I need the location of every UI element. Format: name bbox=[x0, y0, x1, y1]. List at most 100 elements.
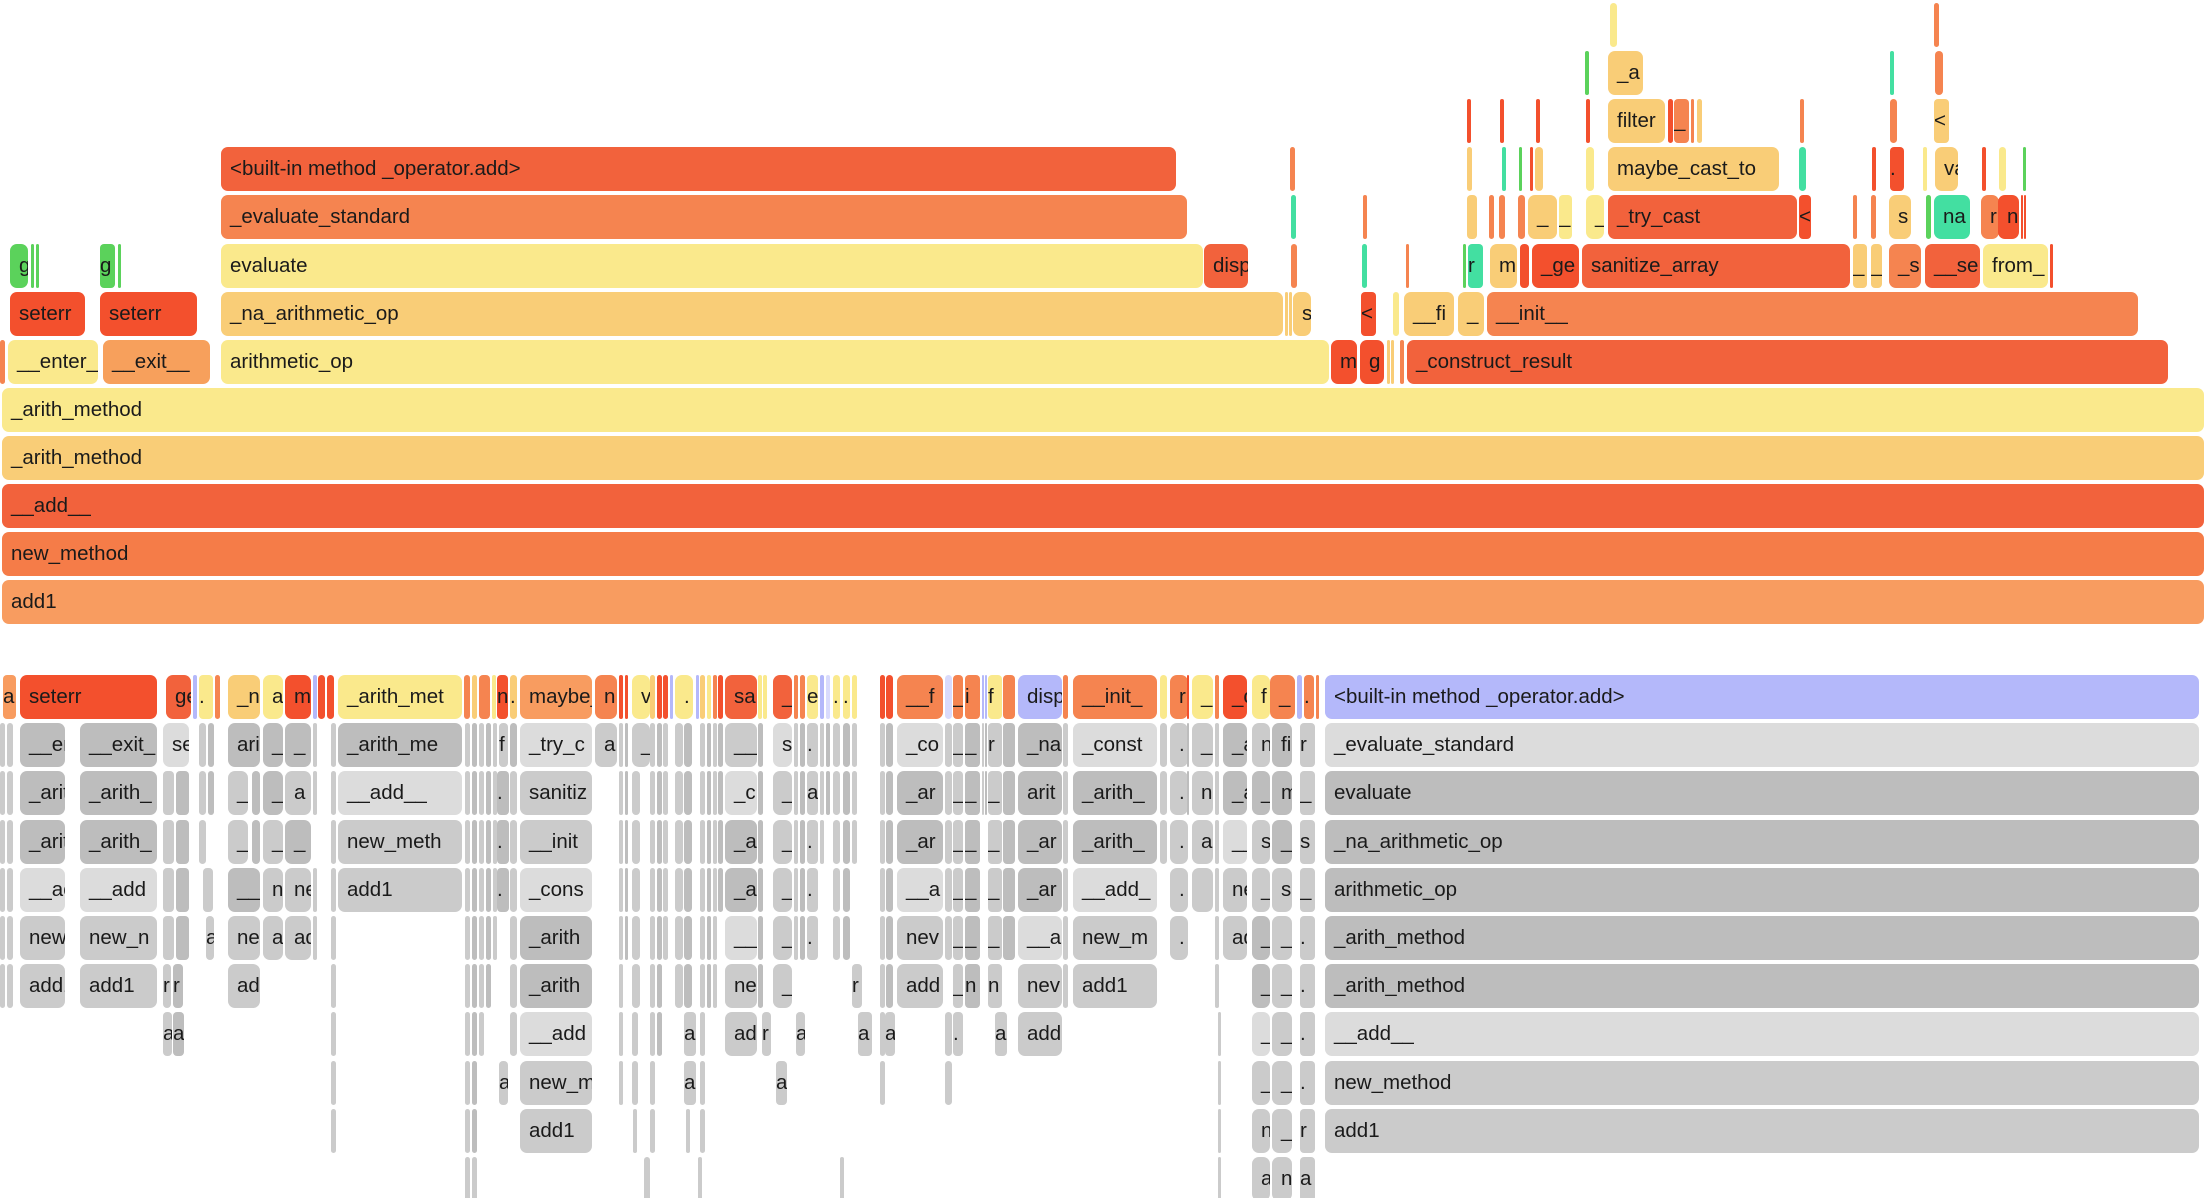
frame[interactable] bbox=[794, 820, 798, 864]
frame[interactable] bbox=[2021, 195, 2023, 239]
frame[interactable] bbox=[650, 1109, 655, 1153]
frame-_[interactable]: _ bbox=[1252, 964, 1270, 1008]
frame[interactable] bbox=[1890, 51, 1894, 95]
frame[interactable] bbox=[1215, 964, 1219, 1008]
frame-se[interactable]: se bbox=[163, 723, 189, 767]
frame[interactable] bbox=[472, 675, 477, 719]
frame-_[interactable]: _ bbox=[773, 675, 792, 719]
frame[interactable] bbox=[472, 916, 477, 960]
frame[interactable] bbox=[465, 964, 470, 1008]
frame[interactable] bbox=[843, 916, 850, 960]
frame[interactable] bbox=[1215, 771, 1219, 815]
frame[interactable] bbox=[1160, 820, 1167, 864]
frame[interactable] bbox=[758, 723, 763, 767]
frame[interactable] bbox=[176, 820, 189, 864]
frame-ad[interactable]: ad bbox=[1223, 916, 1247, 960]
frame-s[interactable]: s bbox=[1272, 868, 1292, 912]
frame-__add__[interactable]: __add__ bbox=[1325, 1012, 2199, 1056]
frame-ad[interactable]: ad bbox=[228, 964, 260, 1008]
frame[interactable] bbox=[313, 771, 317, 815]
frame-_[interactable]: _ bbox=[1272, 820, 1292, 864]
frame-__add[interactable]: __add bbox=[520, 1012, 592, 1056]
frame-__ac[interactable]: __ac bbox=[20, 868, 65, 912]
frame[interactable] bbox=[945, 1061, 952, 1105]
frame[interactable] bbox=[327, 675, 334, 719]
frame[interactable] bbox=[1890, 99, 1897, 143]
frame-_[interactable]: _ bbox=[988, 916, 1002, 960]
frame-_[interactable]: _ bbox=[1252, 868, 1270, 912]
frame[interactable] bbox=[479, 964, 484, 1008]
frame[interactable] bbox=[313, 868, 317, 912]
frame[interactable] bbox=[7, 916, 13, 960]
frame[interactable] bbox=[486, 916, 491, 960]
frame-_[interactable]: _ bbox=[773, 916, 792, 960]
frame[interactable] bbox=[1610, 3, 1617, 47]
frame[interactable] bbox=[313, 675, 317, 719]
frame-ad[interactable]: ad bbox=[285, 916, 311, 960]
frame[interactable] bbox=[650, 1012, 655, 1056]
frame[interactable] bbox=[657, 964, 662, 1008]
frame[interactable] bbox=[1872, 147, 1876, 191]
frame[interactable] bbox=[886, 675, 893, 719]
frame[interactable] bbox=[1003, 675, 1015, 719]
frame-_evaluate_standard[interactable]: _evaluate_standard bbox=[1325, 723, 2199, 767]
frame[interactable] bbox=[663, 916, 668, 960]
frame-n[interactable]: n bbox=[1272, 1157, 1292, 1198]
frame-ad[interactable]: ad bbox=[725, 1012, 757, 1056]
frame[interactable] bbox=[794, 771, 798, 815]
frame[interactable] bbox=[632, 771, 640, 815]
frame[interactable] bbox=[625, 820, 628, 864]
frame[interactable] bbox=[331, 820, 336, 864]
frame[interactable] bbox=[619, 868, 623, 912]
frame[interactable] bbox=[208, 723, 214, 767]
frame[interactable] bbox=[700, 964, 705, 1008]
frame[interactable] bbox=[718, 723, 723, 767]
frame[interactable] bbox=[7, 964, 13, 1008]
frame[interactable] bbox=[331, 1012, 336, 1056]
frame[interactable] bbox=[945, 771, 952, 815]
frame-_arith[interactable]: _arith bbox=[520, 916, 592, 960]
frame[interactable] bbox=[1187, 723, 1189, 767]
frame[interactable] bbox=[199, 771, 206, 815]
frame[interactable] bbox=[472, 771, 477, 815]
frame-a[interactable]: a bbox=[858, 1012, 872, 1056]
frame[interactable] bbox=[1467, 147, 1472, 191]
frame[interactable] bbox=[1003, 771, 1015, 815]
frame[interactable] bbox=[800, 675, 805, 719]
frame-add1[interactable]: add1 bbox=[2, 580, 2204, 624]
frame[interactable] bbox=[510, 1012, 517, 1056]
frame[interactable]: . bbox=[675, 675, 693, 719]
frame[interactable] bbox=[493, 771, 497, 815]
frame[interactable] bbox=[1499, 195, 1505, 239]
frame[interactable] bbox=[632, 1061, 638, 1105]
frame-r[interactable]: r bbox=[988, 723, 1002, 767]
frame-s[interactable]: s bbox=[1252, 820, 1270, 864]
frame[interactable] bbox=[718, 771, 723, 815]
frame-_c[interactable]: _c bbox=[725, 771, 757, 815]
frame-nev[interactable]: nev bbox=[897, 916, 943, 960]
frame[interactable] bbox=[800, 820, 805, 864]
frame[interactable] bbox=[1218, 1109, 1221, 1153]
frame[interactable] bbox=[1160, 723, 1167, 767]
frame[interactable] bbox=[619, 964, 623, 1008]
frame-sani[interactable]: sani bbox=[725, 675, 757, 719]
frame[interactable] bbox=[657, 771, 662, 815]
frame[interactable] bbox=[758, 868, 763, 912]
frame[interactable] bbox=[1187, 771, 1189, 815]
frame[interactable] bbox=[700, 675, 705, 719]
frame[interactable] bbox=[472, 1061, 477, 1105]
frame[interactable] bbox=[493, 820, 497, 864]
frame[interactable] bbox=[1218, 1061, 1221, 1105]
frame-ne[interactable]: ne bbox=[285, 868, 311, 912]
frame[interactable] bbox=[1935, 51, 1943, 95]
frame-a[interactable]: a bbox=[796, 1012, 805, 1056]
frame[interactable] bbox=[794, 723, 798, 767]
frame[interactable] bbox=[313, 723, 317, 767]
frame[interactable] bbox=[1063, 868, 1068, 912]
frame-maybe_[interactable]: maybe_ bbox=[520, 675, 592, 719]
frame[interactable] bbox=[663, 868, 668, 912]
frame-a[interactable]: a bbox=[163, 1012, 172, 1056]
frame-r[interactable]: r bbox=[163, 964, 171, 1008]
frame[interactable] bbox=[820, 723, 824, 767]
frame[interactable] bbox=[479, 723, 484, 767]
